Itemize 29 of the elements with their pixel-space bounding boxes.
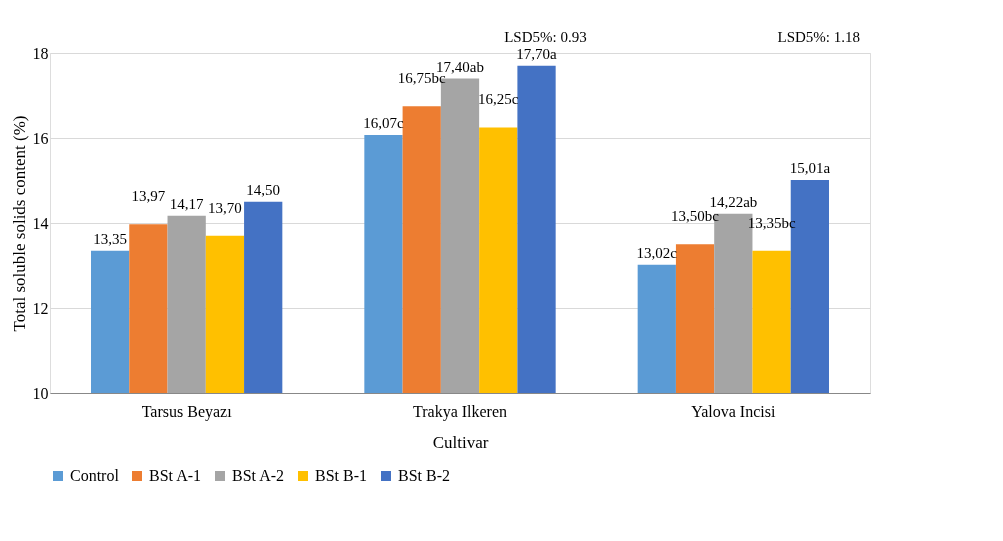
- legend-label: BSt A-2: [232, 467, 285, 484]
- data-label: 14,50: [246, 181, 281, 198]
- data-label: 13,70: [208, 199, 242, 216]
- x-axis-title: Cultivar: [432, 432, 489, 452]
- data-label: 17,40ab: [436, 58, 484, 75]
- legend-label: BSt B-1: [315, 467, 368, 484]
- x-tick-label: Trakya Ilkeren: [412, 402, 508, 421]
- data-label: 15,01a: [789, 160, 831, 177]
- data-label: 17,70a: [516, 45, 558, 62]
- y-tick-label: 16: [32, 129, 49, 147]
- data-label: 13,35: [93, 230, 128, 247]
- data-label: 14,17: [169, 195, 205, 212]
- data-label: 16,25c: [478, 91, 519, 108]
- x-tick-label: Tarsus Beyazı: [141, 402, 233, 421]
- y-axis-title: Total soluble solids content (%): [9, 115, 29, 332]
- y-tick-label: 14: [32, 214, 49, 232]
- data-label: 14,22ab: [709, 193, 758, 210]
- x-tick-label: Yalova Incisi: [691, 402, 776, 420]
- y-tick-label: 10: [32, 384, 49, 402]
- data-label: 16,07c: [363, 115, 405, 132]
- legend-label: BSt A-1: [149, 467, 202, 484]
- data-label: 13,50bc: [671, 208, 720, 225]
- text: LSD5%: 1.18: [777, 29, 860, 45]
- text: LSD5%: 0.93: [504, 29, 587, 45]
- legend-label: BSt B-2: [398, 467, 451, 484]
- data-label: 13,97: [131, 188, 166, 205]
- y-tick-label: 18: [32, 44, 49, 62]
- legend-label: Control: [70, 467, 120, 484]
- y-tick-label: 12: [32, 299, 49, 317]
